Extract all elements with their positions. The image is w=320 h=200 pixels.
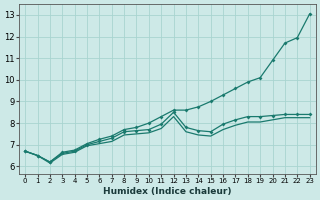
X-axis label: Humidex (Indice chaleur): Humidex (Indice chaleur) [103, 187, 232, 196]
